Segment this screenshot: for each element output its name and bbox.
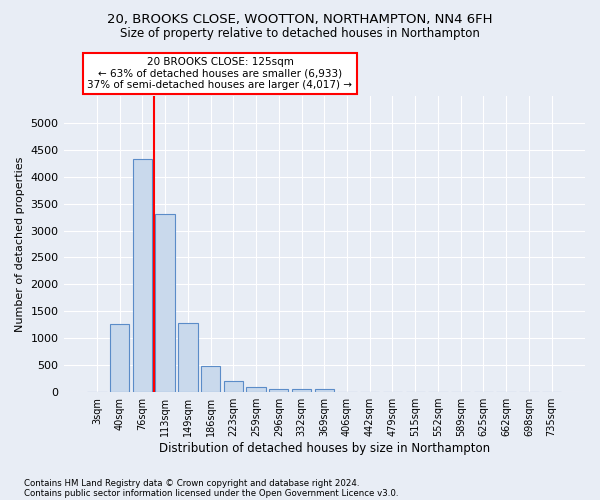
Text: 20 BROOKS CLOSE: 125sqm
← 63% of detached houses are smaller (6,933)
37% of semi: 20 BROOKS CLOSE: 125sqm ← 63% of detache…	[88, 57, 352, 90]
Text: 20, BROOKS CLOSE, WOOTTON, NORTHAMPTON, NN4 6FH: 20, BROOKS CLOSE, WOOTTON, NORTHAMPTON, …	[107, 12, 493, 26]
Bar	[110, 324, 130, 392]
Bar	[247, 387, 266, 392]
Y-axis label: Number of detached properties: Number of detached properties	[15, 156, 25, 332]
Bar	[224, 381, 243, 392]
Text: Contains public sector information licensed under the Open Government Licence v3: Contains public sector information licen…	[24, 488, 398, 498]
Bar	[133, 159, 152, 392]
Bar	[269, 388, 289, 392]
Bar	[201, 366, 220, 392]
Bar	[314, 389, 334, 392]
Text: Contains HM Land Registry data © Crown copyright and database right 2024.: Contains HM Land Registry data © Crown c…	[24, 478, 359, 488]
Bar	[178, 323, 197, 392]
Bar	[155, 214, 175, 392]
X-axis label: Distribution of detached houses by size in Northampton: Distribution of detached houses by size …	[159, 442, 490, 455]
Text: Size of property relative to detached houses in Northampton: Size of property relative to detached ho…	[120, 28, 480, 40]
Bar	[292, 389, 311, 392]
